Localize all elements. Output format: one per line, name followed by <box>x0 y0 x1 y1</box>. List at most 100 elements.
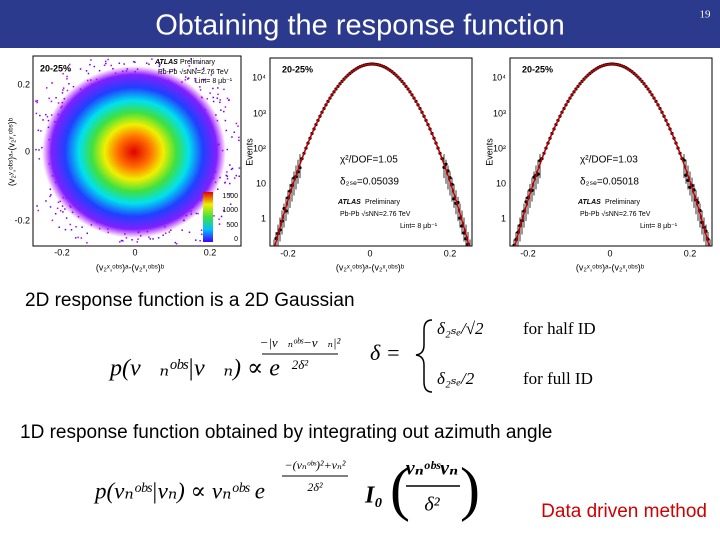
formula-exp-num: −|v⃗ₙᵒᵇˢ−v⃗ₙ|² <box>260 335 342 350</box>
data-point <box>270 254 273 257</box>
status: Preliminary <box>365 199 401 206</box>
y-tick-label: 1 <box>261 213 266 223</box>
scatter-dot <box>45 200 47 202</box>
y-tick-label: 10³ <box>253 108 266 118</box>
scatter-dot <box>210 74 213 76</box>
scatter-dot <box>151 58 153 60</box>
status: Preliminary <box>605 199 641 206</box>
delta-lhs: δ = <box>370 340 401 365</box>
scatter-dot <box>35 148 37 151</box>
scatter-dot <box>202 67 205 70</box>
scatter-dot <box>36 205 38 207</box>
statement: 2D response function is a 2D Gaussian <box>25 290 355 311</box>
scatter-dot <box>61 92 64 94</box>
scatter-dot <box>72 85 75 88</box>
scatter-dot <box>159 64 161 66</box>
formula-lhs: p(vₙᵒᵇˢ|vₙ) ∝ vₙᵒᵇˢ e <box>93 478 265 503</box>
y-tick-label: 10² <box>493 143 506 153</box>
scatter-dot <box>219 101 221 104</box>
scatter-dot <box>66 89 69 92</box>
formula-exp-den: 2δ² <box>292 357 310 372</box>
y-axis-label: Events <box>484 138 494 166</box>
scatter-dot <box>35 100 37 102</box>
x-tick-label: 0.2 <box>204 247 217 257</box>
scatter-dot <box>181 229 183 231</box>
scatter-dot <box>62 89 64 91</box>
scatter-dot <box>54 213 57 215</box>
brace <box>415 319 433 393</box>
arg-den: δ² <box>424 494 440 516</box>
scatter-dot <box>157 237 160 239</box>
scatter-dot <box>216 188 219 190</box>
scatter-dot <box>199 239 201 242</box>
luminosity: Lint= 8 μb⁻¹ <box>400 223 438 230</box>
page-number: 19 <box>700 9 712 21</box>
scatter-dot <box>226 177 229 180</box>
scatter-dot <box>49 188 52 190</box>
scatter-dot <box>56 207 59 210</box>
scatter-dot <box>66 75 68 78</box>
scatter-dot <box>148 63 150 66</box>
scatter-dot <box>206 98 209 100</box>
scatter-dot <box>175 242 178 245</box>
scatter-dot <box>184 76 187 78</box>
formula-exp-num: −(vₙᵒᵇˢ)²+vₙ² <box>285 458 346 472</box>
scatter-dot <box>229 203 232 205</box>
x-tick-label: 0.2 <box>444 248 457 258</box>
chi2: χ²/DOF=1.03 <box>580 155 638 166</box>
scatter-dot <box>105 62 107 65</box>
scatter-dot <box>123 63 125 65</box>
y-tick-label: 10² <box>253 143 266 153</box>
scatter-dot <box>226 97 229 100</box>
y-tick-label: 10⁴ <box>252 72 266 82</box>
chi2: χ²/DOF=1.05 <box>340 155 398 166</box>
x-tick-label: 0 <box>367 248 372 258</box>
scatter-dot <box>107 58 109 61</box>
scatter-dot <box>41 146 43 149</box>
scatter-dot <box>235 174 238 177</box>
scatter-dot <box>194 77 196 80</box>
scatter-dot <box>203 79 205 81</box>
data-point <box>268 260 271 263</box>
scatter-dot <box>86 242 88 244</box>
y-axis-label: (v₂ʸ,ᵒᵇˢ)ᵃ-(v₂ʸ,ᵒᵇˢ)ᵇ <box>6 117 16 186</box>
y-tick-label: -0.2 <box>14 215 30 225</box>
fit-curve-group <box>508 62 711 266</box>
scatter-dot <box>158 62 161 64</box>
scatter-dot <box>224 106 227 108</box>
scatter-dot <box>93 65 96 68</box>
scatter-dot <box>49 206 52 208</box>
title-bar <box>0 0 720 48</box>
bessel: I₀ <box>364 483 383 509</box>
scatter-dot <box>68 63 71 66</box>
x-tick-label: -0.2 <box>54 247 70 257</box>
scatter-dot <box>226 171 228 173</box>
scatter-dot <box>38 158 41 160</box>
colorbar-label: 0 <box>234 236 238 243</box>
scatter-dot <box>162 68 165 70</box>
scatter-dot <box>187 78 189 80</box>
scatter-dot <box>38 149 40 151</box>
scatter-dot <box>125 237 128 239</box>
data-point <box>272 252 275 255</box>
y-tick-label: 10 <box>256 178 266 188</box>
delta: δ₂ₛₑ=0.05039 <box>340 177 399 188</box>
scatter-dot <box>110 64 112 67</box>
scatter-dot <box>216 97 219 99</box>
scatter-dot <box>238 175 240 178</box>
scatter-dot <box>226 175 229 177</box>
data-point <box>508 263 511 266</box>
paren: ( <box>390 456 410 522</box>
colorbar-label: 1500 <box>222 193 238 200</box>
scatter-dot <box>45 87 48 89</box>
x-tick-label: 0 <box>132 247 137 257</box>
x-tick-label: -0.2 <box>520 248 536 258</box>
x-tick-label: 0.2 <box>684 248 697 258</box>
y-tick-label: 0 <box>25 146 30 156</box>
scatter-dot <box>64 208 66 210</box>
centrality: 20-25% <box>282 64 313 74</box>
scatter-dot <box>98 69 101 72</box>
scatter-dot <box>164 232 167 235</box>
x-axis-label: (v₂ˣ,ᵒᵇˢ)ᵃ-(v₂ˣ,ᵒᵇˢ)ᵇ <box>336 262 405 272</box>
scatter-dot <box>69 223 72 226</box>
